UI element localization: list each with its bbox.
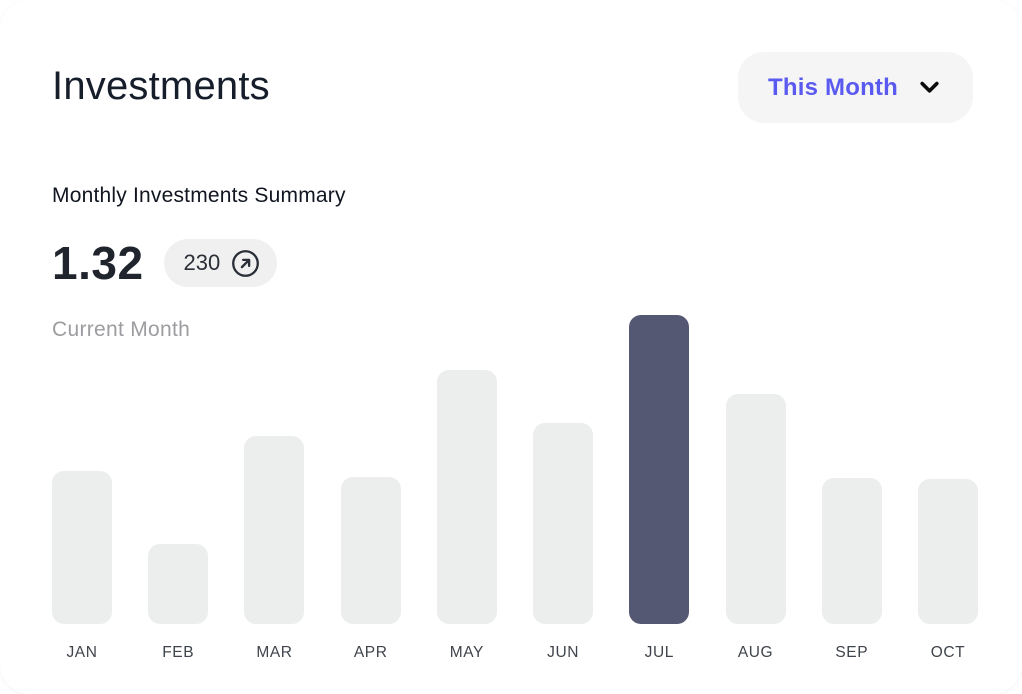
bar-label-jul: JUL [644,644,674,661]
bar-label-jun: JUN [547,644,580,661]
page-title: Investments [52,64,270,108]
bar-label-apr: APR [353,644,388,661]
bar-mar[interactable] [244,436,305,624]
bar-column-may [436,315,497,624]
bar-label-may: MAY [449,644,484,661]
metric-badge[interactable]: 230 [163,239,278,287]
chart-x-axis-labels: JAN FEB MAR APR MAY JUN JUL AUG SEP OCT [52,644,978,662]
bar-label-sep: SEP [835,644,869,661]
metric-badge-count: 230 [183,250,221,275]
bar-label-jan: JAN [66,644,98,661]
bar-label-aug: AUG [737,644,774,661]
metric-row: 1.32 230 [52,236,278,290]
chart-bars [52,315,978,624]
period-selector-label: This Month [768,73,898,101]
section-label: Monthly Investments Summary [52,184,346,207]
bar-column-mar [244,315,305,624]
bar-label-oct: OCT [930,644,966,661]
bar-jun[interactable] [533,423,594,624]
bar-feb[interactable] [148,544,209,624]
bar-column-aug [725,315,786,624]
bar-jan[interactable] [52,471,112,624]
bar-column-jul [629,315,690,624]
bar-column-apr [340,315,401,624]
bar-aug[interactable] [725,394,786,624]
bar-column-oct [917,315,978,624]
bar-may[interactable] [436,370,497,624]
period-caption: Current Month [52,318,191,341]
period-selector-button[interactable]: This Month [738,52,973,123]
bar-column-jan [52,315,112,624]
bar-jul[interactable] [629,315,690,624]
bar-column-feb [148,315,209,624]
chevron-down-icon [916,74,943,101]
monthly-bar-chart: JAN FEB MAR APR MAY JUN JUL AUG SEP OCT [52,315,978,662]
bar-column-sep [821,315,882,624]
bar-label-mar: MAR [256,644,293,661]
bar-column-jun [533,315,594,624]
bar-oct[interactable] [917,479,978,624]
bar-label-feb: FEB [162,644,195,661]
bar-apr[interactable] [340,477,401,624]
metric-value: 1.32 [52,237,144,289]
bar-sep[interactable] [821,478,882,624]
arrow-up-right-circle-icon [230,248,261,279]
